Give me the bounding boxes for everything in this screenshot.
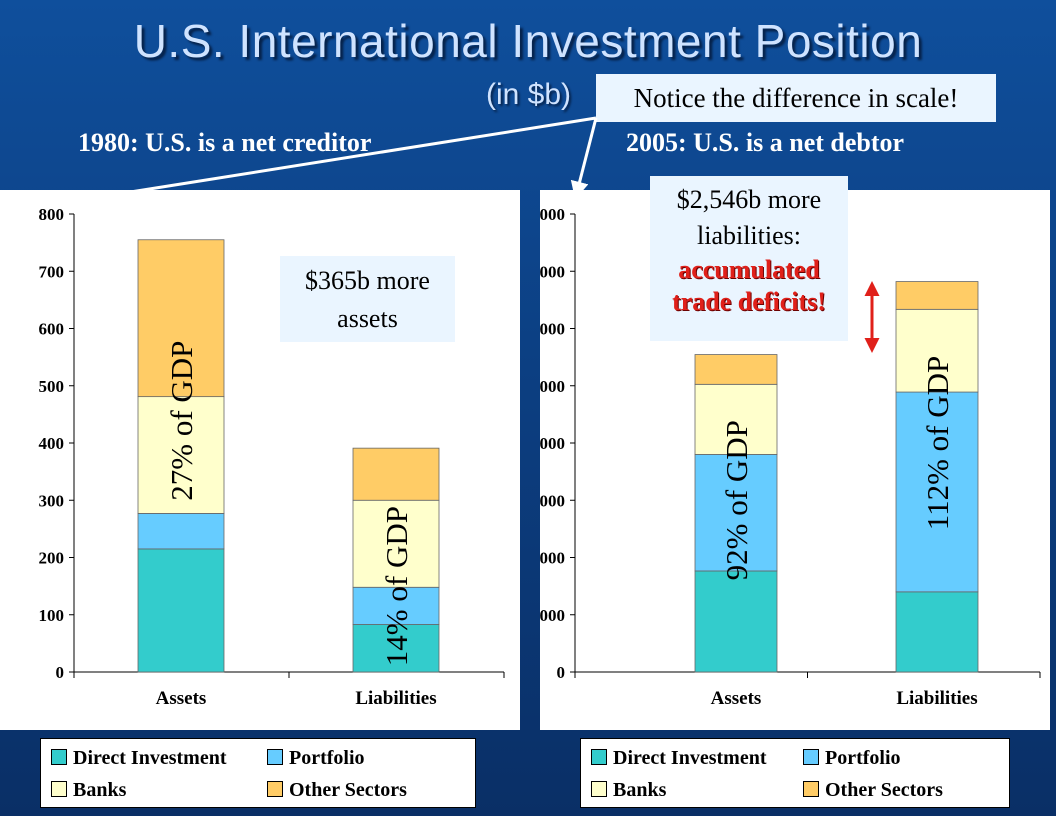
c2005-bar-liabilities-banks: [895, 308, 979, 393]
legend-item-direct: Direct Investment: [591, 746, 766, 770]
c2005-y-tick-label: 2000: [540, 606, 565, 625]
c2005-bar-liabilities-other: [895, 281, 979, 310]
callout-2005-line3: accumulated: [678, 255, 820, 284]
chart-1980: 0 100 200 300 400 500 600 700 800 Assets 27% of GD…: [39, 205, 505, 709]
legend-swatch-portfolio: [267, 749, 283, 766]
c2005-gdp-label-assets: 92% of GDP: [719, 420, 754, 580]
callout-2005-line2: liabilities:: [697, 221, 801, 250]
legend-label-direct: Direct Investment: [73, 747, 227, 769]
c1980-y-tick-label: 800: [39, 205, 65, 224]
legend-swatch-banks: [591, 781, 607, 798]
slide-subtitle: (in $b): [486, 78, 572, 111]
c1980-bar-liabilities-portfolio: [352, 586, 440, 625]
c1980-bar-liabilities-banks: [352, 499, 440, 588]
c2005-x-label-assets: Assets: [711, 688, 762, 709]
legend-label-banks: Banks: [613, 779, 667, 801]
legend-swatch-direct: [51, 749, 67, 766]
legend-label-portfolio: Portfolio: [289, 747, 365, 769]
c1980-y-tick-label: 600: [39, 320, 65, 339]
legend-swatch-other: [267, 781, 283, 798]
notice-arrow-left: [70, 116, 597, 208]
c2005-y-tick-label: 0: [557, 663, 566, 682]
c1980-bar-assets-direct: [137, 548, 225, 673]
c1980-y-tick-label: 100: [39, 606, 65, 625]
c1980-bar-assets-other: [137, 239, 225, 398]
legend-1980: Direct Investment Portfolio Banks Other …: [40, 738, 476, 808]
c2005-y-tick-label: 8000: [540, 434, 565, 453]
c1980-x-label-liabilities: Liabilities: [355, 688, 436, 709]
c2005-y-tick-label: 16000: [540, 205, 565, 224]
c2005-bar-assets-direct: [694, 570, 778, 673]
c1980-y-tick-label: 700: [39, 262, 65, 281]
c1980-y-tick-label: 200: [39, 549, 65, 568]
c2005-y-tick-label: 12000: [540, 320, 565, 339]
c2005-bar-assets-other: [694, 354, 778, 385]
callout-1980-line1: $365b more: [305, 266, 430, 295]
c2005-bar-liabilities-portfolio: [895, 391, 979, 593]
c1980-y-tick-label: 400: [39, 434, 65, 453]
c1980-bar-assets-portfolio: [137, 513, 225, 550]
c2005-gdp-label-liabilities: 112% of GDP: [920, 356, 955, 531]
c1980-y-tick-label: 0: [56, 663, 65, 682]
c1980-y-tick-label: 500: [39, 377, 65, 396]
legend-swatch-portfolio: [803, 749, 819, 766]
c2005-y-tick-label: 4000: [540, 549, 565, 568]
legend-item-banks: Banks: [51, 778, 126, 802]
legend-swatch-direct: [591, 749, 607, 766]
c2005-y-tick-label: 6000: [540, 491, 565, 510]
legend-swatch-banks: [51, 781, 67, 798]
c1980-y-tick-label: 300: [39, 491, 65, 510]
legend-label-portfolio: Portfolio: [825, 747, 901, 769]
c2005-x-label-liabilities: Liabilities: [896, 688, 977, 709]
c1980-gdp-label-assets: 27% of GDP: [164, 341, 199, 501]
callout-1980-line2: assets: [337, 304, 398, 333]
chart-2005-heading: 2005: U.S. is a net debtor: [626, 128, 905, 157]
legend-swatch-other: [803, 781, 819, 798]
c1980-gdp-label-liabilities: 14% of GDP: [379, 506, 414, 666]
callout-1980: $365b more assets: [280, 256, 455, 342]
notice-arrow-right: [570, 117, 598, 200]
c1980-bar-liabilities-direct: [352, 624, 440, 673]
callout-2005-line1: $2,546b more: [676, 185, 822, 214]
legend-label-direct: Direct Investment: [613, 747, 767, 769]
notice-callout: Notice the difference in scale!: [596, 74, 996, 122]
callout-2005: $2,546b more liabilities: accumulated tr…: [650, 176, 848, 341]
legend-item-other: Other Sectors: [267, 778, 407, 802]
slide-title: U.S. International Investment Position: [133, 15, 923, 67]
legend-label-banks: Banks: [73, 779, 127, 801]
legend-item-portfolio: Portfolio: [803, 746, 901, 770]
c2005-y-tick-label: 10000: [540, 377, 565, 396]
legend-item-portfolio: Portfolio: [267, 746, 365, 770]
legend-label-other: Other Sectors: [825, 779, 943, 801]
c1980-x-label-assets: Assets: [156, 688, 207, 709]
c2005-y-tick-label: 14000: [540, 262, 565, 281]
c2005-bar-assets-banks: [694, 383, 778, 455]
chart-2005: 0 2000 4000 6000 8000 10000 12000 14000 16000 Ass…: [540, 205, 1041, 709]
c1980-bar-liabilities-other: [352, 447, 440, 501]
chart-1980-heading: 1980: U.S. is a net creditor: [78, 128, 372, 157]
callout-2005-line4: trade deficits!: [672, 287, 826, 316]
legend-item-other: Other Sectors: [803, 778, 943, 802]
legend-item-direct: Direct Investment: [51, 746, 226, 770]
legend-label-other: Other Sectors: [289, 779, 407, 801]
legend-item-banks: Banks: [591, 778, 666, 802]
c1980-bar-assets-banks: [137, 396, 225, 514]
legend-2005: Direct Investment Portfolio Banks Other …: [580, 738, 1010, 808]
c2005-bar-liabilities-direct: [895, 591, 979, 673]
